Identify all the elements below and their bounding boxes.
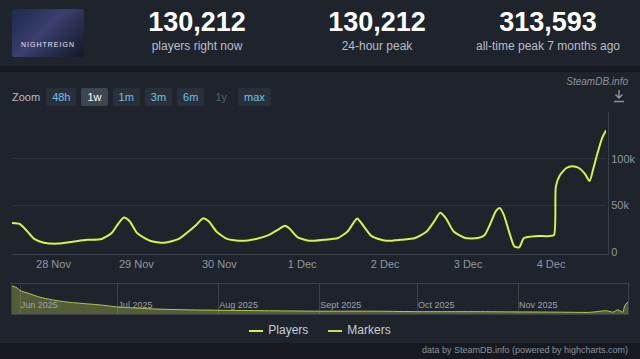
svg-text:30 Nov: 30 Nov bbox=[202, 258, 237, 270]
html-text:313,593: 313,593 bbox=[499, 7, 597, 37]
html-text:all-time peak 7 months ago: all-time peak 7 months ago bbox=[476, 39, 620, 53]
html-text:Zoom: Zoom bbox=[12, 91, 41, 103]
svg-text:4 Dec: 4 Dec bbox=[537, 258, 566, 270]
html-text:SteamDB.info: SteamDB.info bbox=[566, 76, 628, 87]
svg-text:Jul 2025: Jul 2025 bbox=[118, 300, 152, 310]
svg-text:1 Dec: 1 Dec bbox=[288, 258, 317, 270]
svg-text:Sept 2025: Sept 2025 bbox=[320, 300, 361, 310]
svg-text:50k: 50k bbox=[611, 199, 629, 211]
html-text:max: max bbox=[244, 91, 265, 103]
html-text:NIGHTREIGN: NIGHTREIGN bbox=[21, 41, 75, 48]
svg-text:Nov 2025: Nov 2025 bbox=[519, 300, 558, 310]
svg-text:0: 0 bbox=[611, 246, 617, 258]
html-text:1y: 1y bbox=[215, 91, 227, 103]
html-text:130,212: 130,212 bbox=[328, 7, 426, 37]
html-text:data by SteamDB.info (powered: data by SteamDB.info (powered by highcha… bbox=[421, 345, 628, 355]
svg-text:Aug 2025: Aug 2025 bbox=[219, 300, 258, 310]
svg-text:100k: 100k bbox=[611, 153, 635, 165]
html-text:1w: 1w bbox=[87, 91, 102, 103]
html-text:6m: 6m bbox=[183, 91, 199, 103]
html-text:Markers: Markers bbox=[347, 323, 391, 337]
html-text:3m: 3m bbox=[150, 91, 167, 103]
svg-text:Oct 2025: Oct 2025 bbox=[418, 300, 455, 310]
svg-text:29 Nov: 29 Nov bbox=[119, 258, 154, 270]
html-text:1m: 1m bbox=[118, 91, 134, 103]
html-text:130,212: 130,212 bbox=[148, 7, 246, 37]
svg-text:28 Nov: 28 Nov bbox=[36, 258, 71, 270]
html-text:players right now: players right now bbox=[151, 39, 243, 53]
svg-text:Jun 2025: Jun 2025 bbox=[21, 300, 58, 310]
html-text:Players: Players bbox=[268, 323, 309, 337]
html-text:48h: 48h bbox=[52, 91, 71, 103]
html-text:24-hour peak: 24-hour peak bbox=[341, 39, 413, 53]
svg-text:2 Dec: 2 Dec bbox=[371, 258, 400, 270]
svg-text:3 Dec: 3 Dec bbox=[454, 258, 483, 270]
